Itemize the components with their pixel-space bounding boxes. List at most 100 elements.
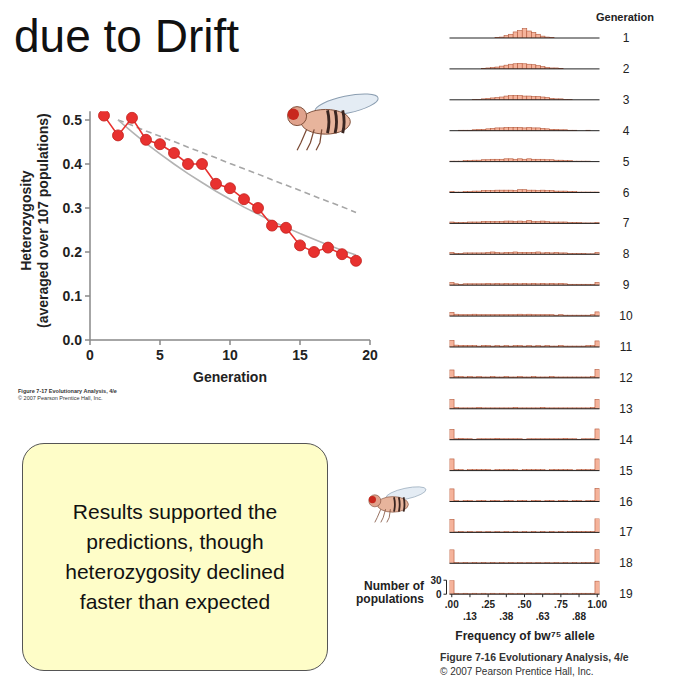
bar [595,370,600,378]
generation-label: 17 [619,525,633,539]
bar [504,65,509,69]
fly-stripe [343,110,344,133]
generation-label: 15 [619,464,633,478]
fly-body [301,109,350,134]
x-tick-label: .50 [518,599,532,610]
x-tick-label: 0 [86,347,94,363]
x-tick [229,340,231,345]
plot-marks [99,111,362,266]
fly-leg [297,129,307,150]
point [127,112,138,123]
bar [513,32,518,38]
point [225,183,236,194]
histogram-row [450,488,600,501]
y-tick [444,580,447,581]
fly-stripe [393,497,396,511]
bar [522,29,527,38]
bar [450,429,455,439]
x-tick-label: .38 [499,611,513,622]
histogram-row [495,29,554,38]
x-tick-label: 10 [222,347,238,363]
bar [450,519,455,532]
bar [450,399,455,408]
x-tick-label: .88 [572,611,586,622]
fly-eye [369,496,376,503]
y-tick-label: 30 [430,575,442,586]
generation-label: 8 [623,247,630,261]
histogram-row [450,399,600,408]
fly-leg [387,509,391,522]
bar [450,340,455,347]
fly-stripe [403,497,406,511]
bar [513,96,518,100]
row-baseline [450,377,600,378]
y-tick [85,295,90,297]
y-axis-title-line: populations [356,592,424,606]
y-tick [85,119,90,121]
bar [509,34,514,38]
y-tick-label: 0.3 [63,200,83,216]
generation-label: 7 [623,216,630,230]
x-tick-label: .63 [536,611,550,622]
fly-icon [288,90,380,151]
point [141,134,152,145]
bar [595,429,600,440]
caption: © 2007 Pearson Prentice Hall, Inc. [18,395,103,401]
bar [531,65,536,69]
x-tick [469,594,470,597]
bar [531,32,536,38]
series-line [118,120,356,255]
point [155,139,166,150]
y-axis-title: Number ofpopulations [356,579,425,606]
x-tick-label: .75 [554,599,568,610]
axes: 0.00.10.20.30.40.505101520 [63,111,378,363]
bar [595,341,600,347]
bar [527,96,532,100]
bar [522,96,527,100]
row-baseline [450,161,600,162]
row-baseline [450,316,600,317]
y-tick [85,163,90,165]
x-tick [369,340,371,345]
fly-leg [316,129,322,150]
histogram-row [450,252,600,254]
x-tick-label: .13 [463,611,477,622]
bar [595,488,600,501]
x-tick [299,340,301,345]
fly-body [377,497,408,513]
point [323,242,334,253]
x-tick [159,340,161,345]
point [211,178,222,189]
x-tick [524,594,525,597]
generation-label: 1 [623,31,630,45]
x-tick-label: 20 [362,347,378,363]
histogram-row [481,63,563,69]
x-tick [597,594,598,597]
bar [595,581,600,594]
bar [450,312,455,316]
fly-eye [288,109,299,120]
bar [527,31,532,38]
y-tick [85,251,90,253]
bar [595,399,600,408]
caption: © 2007 Pearson Prentice Hall, Inc. [440,666,594,677]
bar [595,312,600,316]
generation-label: 14 [619,433,633,447]
histogram-row [450,518,600,532]
generation-label: 13 [619,402,633,416]
bar [518,96,523,100]
point [197,159,208,170]
row-baseline [450,285,600,286]
histogram-row [450,312,600,316]
y-axis-title-line: Number of [364,579,425,593]
point [309,247,320,258]
bar [595,459,600,471]
histogram-row [450,429,600,440]
x-tick [89,340,91,345]
callout: Results supported the predictions, thoug… [22,443,328,671]
caption: Figure 7-17 Evolutionary Analysis, 4/e [18,388,117,394]
histogram-row [450,370,600,378]
y-axis-title: Heterozygosity [18,170,34,271]
point [337,249,348,260]
generation-label: 12 [619,371,633,385]
